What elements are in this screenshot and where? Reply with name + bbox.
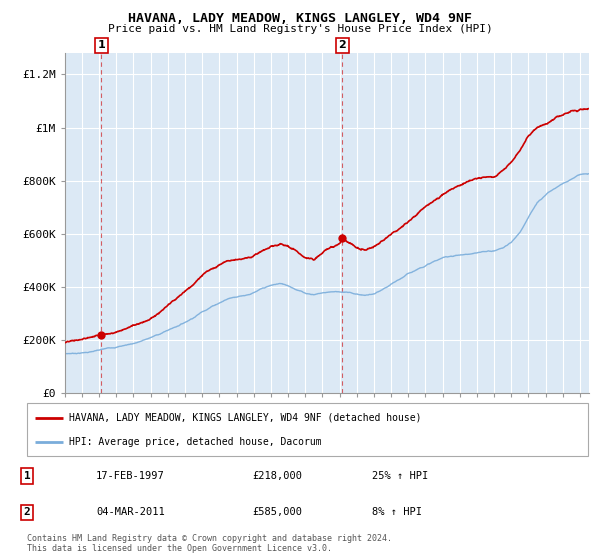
Text: £218,000: £218,000 (252, 471, 302, 481)
Text: 17-FEB-1997: 17-FEB-1997 (96, 471, 165, 481)
Text: HAVANA, LADY MEADOW, KINGS LANGLEY, WD4 9NF (detached house): HAVANA, LADY MEADOW, KINGS LANGLEY, WD4 … (69, 413, 422, 423)
Text: Contains HM Land Registry data © Crown copyright and database right 2024.
This d: Contains HM Land Registry data © Crown c… (27, 534, 392, 553)
Text: HAVANA, LADY MEADOW, KINGS LANGLEY, WD4 9NF: HAVANA, LADY MEADOW, KINGS LANGLEY, WD4 … (128, 12, 472, 25)
Text: 04-MAR-2011: 04-MAR-2011 (96, 507, 165, 517)
Text: 2: 2 (23, 507, 31, 517)
Text: HPI: Average price, detached house, Dacorum: HPI: Average price, detached house, Daco… (69, 437, 322, 447)
Text: 1: 1 (23, 471, 31, 481)
Text: £585,000: £585,000 (252, 507, 302, 517)
Text: 1: 1 (97, 40, 105, 50)
FancyBboxPatch shape (27, 403, 588, 456)
Text: Price paid vs. HM Land Registry's House Price Index (HPI): Price paid vs. HM Land Registry's House … (107, 24, 493, 34)
Text: 8% ↑ HPI: 8% ↑ HPI (372, 507, 422, 517)
Text: 2: 2 (338, 40, 346, 50)
Text: 25% ↑ HPI: 25% ↑ HPI (372, 471, 428, 481)
